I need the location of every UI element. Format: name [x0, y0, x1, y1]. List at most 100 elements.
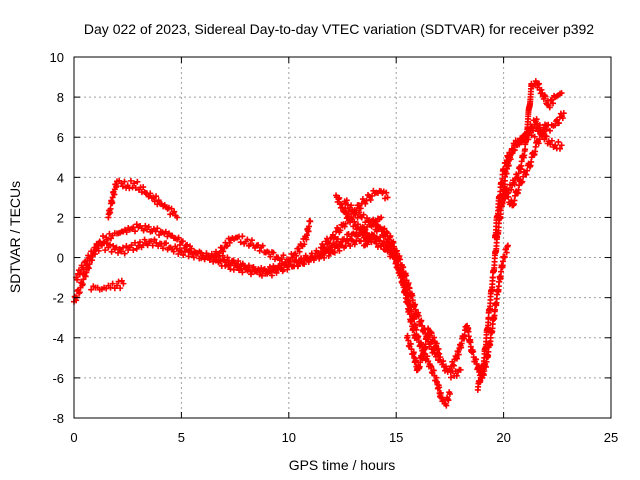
data-point-marker [260, 266, 267, 273]
plot-frame [73, 56, 612, 419]
data-point-marker [373, 236, 380, 243]
data-point-marker [217, 257, 224, 264]
data-point-marker [273, 269, 280, 276]
data-point-marker [428, 330, 435, 337]
data-point-marker [501, 167, 508, 174]
data-point-marker [95, 247, 102, 254]
data-point-marker [408, 317, 415, 324]
data-point-marker [154, 225, 161, 232]
data-point-marker [270, 249, 277, 256]
data-point-marker [457, 366, 464, 373]
data-point-marker [132, 228, 139, 235]
data-point-marker [119, 244, 126, 251]
data-point-marker [203, 250, 210, 257]
data-point-marker [543, 122, 550, 129]
data-point-marker [233, 262, 240, 269]
data-point-marker [147, 238, 154, 245]
data-point-marker [415, 312, 422, 319]
y-tick-label: 10 [50, 50, 64, 65]
data-series-9 [360, 225, 419, 341]
data-point-marker [239, 233, 246, 240]
data-point-marker [224, 254, 231, 261]
data-point-marker [303, 232, 310, 239]
data-point-marker [330, 234, 337, 241]
data-point-marker [321, 254, 328, 261]
data-point-marker [546, 104, 553, 111]
data-point-marker [230, 266, 237, 273]
data-point-marker [151, 236, 158, 243]
data-point-marker [447, 374, 454, 381]
data-point-marker [338, 201, 345, 208]
data-point-marker [104, 236, 111, 243]
data-point-marker [405, 337, 412, 344]
data-point-marker [360, 231, 367, 238]
data-point-marker [536, 122, 543, 129]
data-point-marker [374, 243, 381, 250]
data-point-marker [378, 214, 385, 221]
data-point-marker [115, 278, 122, 285]
data-point-marker [190, 254, 197, 261]
data-point-marker [256, 247, 263, 254]
data-point-marker [134, 178, 141, 185]
data-point-marker [410, 349, 417, 356]
data-point-marker [170, 248, 177, 255]
data-point-marker [375, 225, 382, 232]
data-point-marker [369, 217, 376, 224]
data-point-marker [410, 326, 417, 333]
x-tick-labels: 0 5 10 15 20 25 [70, 430, 618, 445]
data-point-marker [321, 244, 328, 251]
data-point-marker [422, 341, 429, 348]
y-tick-label: -6 [52, 371, 64, 386]
data-point-marker [130, 224, 137, 231]
data-series-5 [210, 218, 314, 265]
data-point-marker [511, 147, 518, 154]
data-point-marker [555, 138, 562, 145]
data-point-marker [394, 261, 401, 268]
data-point-marker [481, 367, 488, 374]
data-point-marker [123, 243, 130, 250]
data-point-marker [531, 133, 538, 140]
data-point-marker [287, 258, 294, 265]
data-point-marker [425, 358, 432, 365]
data-point-marker [149, 242, 156, 249]
data-point-marker [107, 205, 114, 212]
data-point-marker [536, 80, 543, 87]
data-point-marker [279, 268, 286, 275]
data-series-10 [403, 325, 443, 374]
y-tick-label: 0 [57, 251, 64, 266]
data-point-marker [216, 250, 223, 257]
data-point-marker [278, 256, 285, 262]
data-point-marker [99, 233, 106, 240]
data-point-marker [185, 253, 192, 260]
data-point-marker [113, 244, 120, 251]
data-point-marker [227, 262, 234, 269]
data-point-marker [552, 142, 559, 149]
data-point-marker [347, 217, 354, 224]
data-point-marker [284, 266, 291, 273]
data-point-marker [153, 193, 160, 200]
data-point-marker [353, 207, 360, 214]
data-point-marker [239, 269, 246, 276]
y-tick-label: -2 [52, 291, 64, 306]
data-point-marker [450, 361, 457, 368]
data-point-marker [307, 218, 314, 225]
data-point-marker [159, 245, 166, 252]
data-point-marker [391, 250, 398, 257]
x-tick-label: 10 [282, 430, 296, 445]
data-point-marker [548, 96, 555, 103]
data-point-marker [295, 245, 302, 252]
data-point-marker [348, 214, 355, 221]
data-point-marker [88, 286, 95, 293]
data-point-marker [548, 137, 555, 144]
data-point-marker [337, 227, 344, 234]
data-point-marker [106, 241, 113, 248]
data-point-marker [446, 390, 453, 397]
data-point-marker [123, 229, 130, 236]
data-point-marker [354, 221, 361, 228]
data-point-marker [511, 181, 518, 188]
data-point-marker [440, 358, 447, 365]
data-point-marker [377, 234, 384, 241]
data-point-marker [371, 232, 378, 239]
data-point-marker [388, 242, 395, 249]
data-point-marker [100, 239, 107, 246]
